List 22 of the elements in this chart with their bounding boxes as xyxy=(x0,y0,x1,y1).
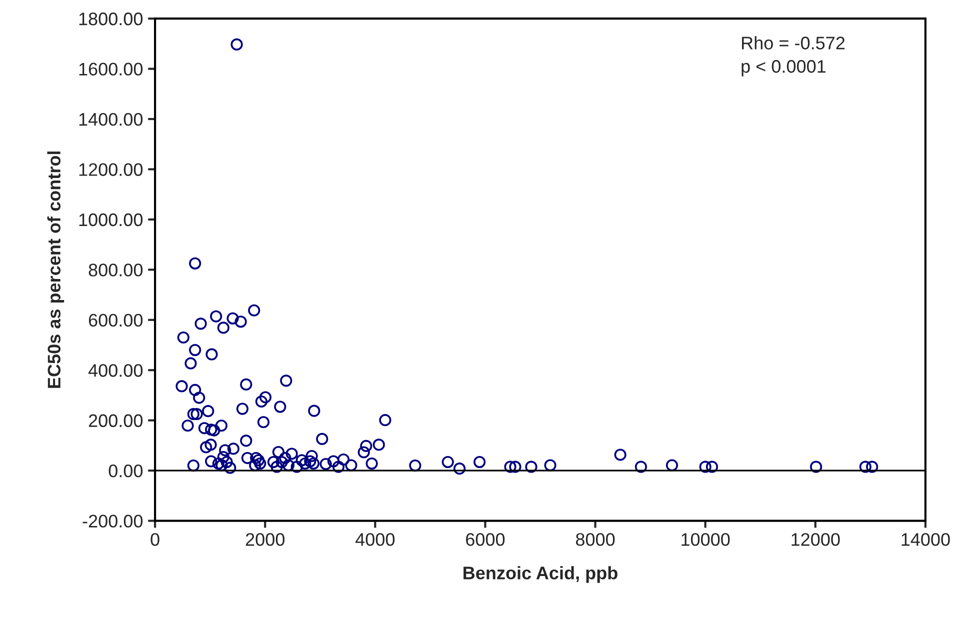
annotation: Rho = -0.572 p < 0.0001 xyxy=(742,36,845,76)
x-tick-label: 14000 xyxy=(902,533,950,546)
x-axis-title: Benzoic Acid, ppb xyxy=(464,566,618,583)
y-tick-label: 1800.00 xyxy=(79,12,143,26)
x-tick-label: 0 xyxy=(150,533,160,546)
y-tick-label: 200.00 xyxy=(88,414,143,428)
x-tick-label: 12000 xyxy=(792,533,840,546)
y-axis-title: EC50s as percent of control xyxy=(47,152,64,388)
y-tick-label: 1600.00 xyxy=(79,62,143,76)
x-tick-label: 4000 xyxy=(355,533,395,546)
y-tick-label: 800.00 xyxy=(88,264,143,276)
x-tick-label: 6000 xyxy=(466,533,505,546)
x-tick-label: 8000 xyxy=(576,533,615,546)
x-tick-label: 10000 xyxy=(682,533,730,546)
y-tick-label: 400.00 xyxy=(88,364,143,377)
y-tick-label: 600.00 xyxy=(88,314,143,327)
y-tick-label: 1200.00 xyxy=(79,163,143,176)
x-tick-label: 2000 xyxy=(246,533,284,546)
y-tick-label: 1000.00 xyxy=(79,213,143,226)
y-tick-label: 1400.00 xyxy=(79,112,143,126)
y-tick-label: 0.00 xyxy=(108,464,143,478)
y-tick-label: -200.00 xyxy=(82,514,143,528)
